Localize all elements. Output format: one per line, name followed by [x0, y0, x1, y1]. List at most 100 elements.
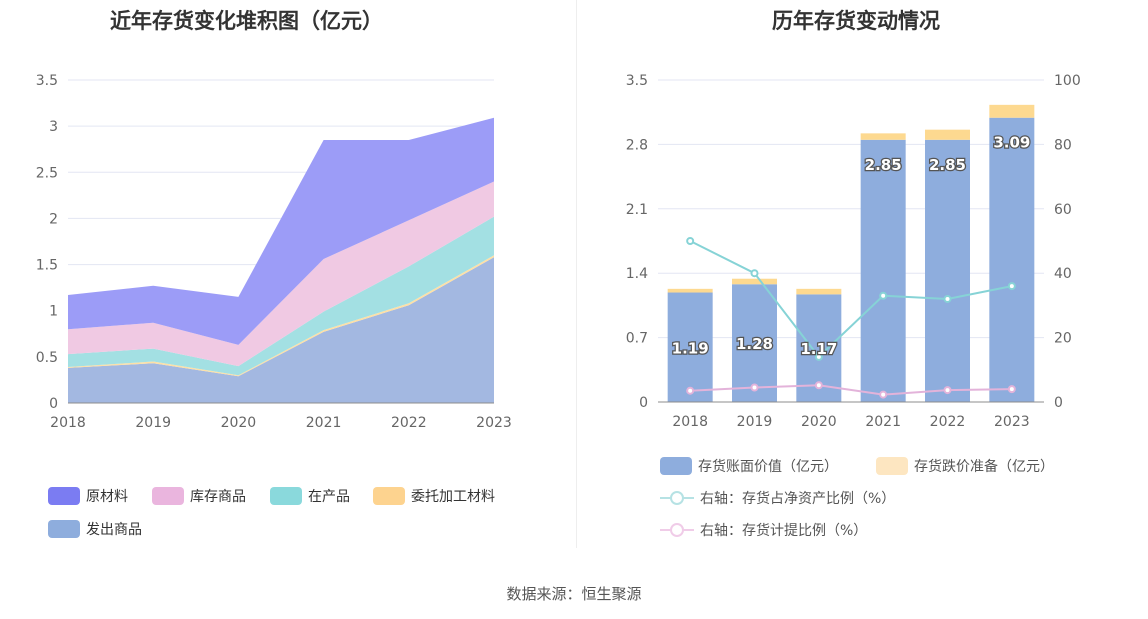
- data-source: 数据来源：恒生聚源: [506, 585, 642, 603]
- bar-impairment: [732, 278, 777, 285]
- y-tick-label: 1.5: [36, 258, 58, 274]
- legend-item-raw-material[interactable]: 原材料: [48, 486, 128, 506]
- legend-label: 库存商品: [190, 489, 246, 505]
- line-point: [750, 269, 759, 278]
- area-series: [68, 216, 494, 376]
- line-point: [814, 352, 823, 361]
- line-point: [750, 383, 759, 392]
- y-right-tick-label: 60: [1054, 202, 1072, 218]
- bar-impairment: [860, 133, 906, 140]
- y-left-tick-label: 2.8: [626, 137, 648, 153]
- legend-swatch-shipped: [48, 520, 80, 538]
- legend-label: 在产品: [308, 489, 350, 505]
- y-left-tick-label: 1.4: [626, 266, 648, 282]
- area-series: [68, 181, 494, 367]
- legend-label: 委托加工材料: [411, 489, 495, 505]
- x-tick-label: 2021: [865, 414, 901, 430]
- legend-swatch-book-value: [660, 457, 692, 475]
- legend-label: 右轴：存货计提比例（%）: [700, 523, 868, 539]
- legend-item-book-value[interactable]: 存货账面价值（亿元）: [660, 456, 838, 476]
- y-left-tick-label: 3.5: [626, 73, 648, 89]
- x-tick-label: 2018: [672, 414, 708, 430]
- legend-swatch-impairment: [876, 457, 908, 475]
- line-point: [879, 390, 888, 399]
- bar-book-value: [925, 139, 970, 403]
- y-right-tick-label: 0: [1054, 395, 1063, 411]
- legend-swatch-consigned: [373, 487, 405, 505]
- left-stacked-area-chart: 0 0.5 1 1.5 2 2.5 3 3.5 2018 2019 2020 2021 2022 2023: [36, 73, 512, 431]
- bar-impairment: [667, 288, 713, 293]
- right-bar-line-chart: 0 0.7 1.4 2.1 2.8 3.5 0 20 40 60 80 100 2018 2019 2020…: [626, 73, 1081, 430]
- line-point: [943, 386, 952, 395]
- x-tick-label: 2020: [221, 415, 257, 431]
- y-right-tick-label: 100: [1054, 73, 1081, 89]
- legend-swatch-wip: [270, 487, 302, 505]
- bar-data-label: 1.17: [800, 340, 837, 358]
- line-point: [879, 291, 888, 300]
- area-series: [68, 257, 494, 403]
- y-right-tick-label: 80: [1054, 137, 1072, 153]
- y-tick-label: 3: [49, 119, 58, 135]
- y-tick-label: 2: [49, 211, 58, 227]
- legend-line-icon-ratio: [660, 491, 694, 505]
- legend-swatch-raw-material: [48, 487, 80, 505]
- x-tick-label: 2019: [737, 414, 773, 430]
- legend-label: 原材料: [86, 489, 128, 505]
- y-tick-label: 0.5: [36, 350, 58, 366]
- area-series: [68, 117, 494, 345]
- line-point: [1007, 385, 1016, 394]
- x-tick-label: 2022: [391, 415, 427, 431]
- bar-impairment: [796, 288, 842, 295]
- y-right-tick-label: 20: [1054, 331, 1072, 347]
- legend-label: 右轴：存货占净资产比例（%）: [700, 491, 896, 507]
- bar-book-value: [860, 139, 906, 403]
- y-tick-label: 2.5: [36, 165, 58, 181]
- bar-data-label: 2.85: [929, 156, 966, 174]
- legend-item-shipped[interactable]: 发出商品: [48, 519, 142, 539]
- legend-label: 存货账面价值（亿元）: [698, 459, 838, 475]
- x-tick-label: 2020: [801, 414, 837, 430]
- x-tick-label: 2018: [50, 415, 86, 431]
- bar-data-label: 2.85: [865, 156, 902, 174]
- x-tick-label: 2023: [476, 415, 512, 431]
- legend-line-icon-provision: [660, 523, 694, 537]
- bar-data-label: 1.19: [672, 339, 709, 357]
- legend-item-wip[interactable]: 在产品: [270, 486, 350, 506]
- legend-item-impairment[interactable]: 存货跌价准备（亿元）: [876, 456, 1054, 476]
- y-tick-label: 0: [49, 396, 58, 412]
- line-point: [686, 237, 695, 245]
- bar-impairment: [925, 129, 970, 140]
- x-tick-label: 2022: [930, 414, 966, 430]
- y-right-tick-label: 40: [1054, 266, 1072, 282]
- bar-book-value: [732, 284, 777, 402]
- bar-book-value: [667, 292, 713, 402]
- line-point: [1007, 282, 1016, 291]
- line-point: [686, 386, 695, 395]
- y-tick-label: 1: [49, 304, 58, 320]
- y-left-tick-label: 0: [639, 395, 648, 411]
- y-left-tick-label: 0.7: [626, 331, 648, 347]
- y-tick-label: 3.5: [36, 73, 58, 89]
- left-chart-title: 近年存货变化堆积图（亿元）: [110, 9, 383, 33]
- legend-label: 发出商品: [86, 522, 142, 538]
- bar-data-label: 1.28: [736, 335, 773, 353]
- right-chart-title: 历年存货变动情况: [772, 9, 940, 33]
- x-tick-label: 2023: [994, 414, 1030, 430]
- panel-divider: [576, 0, 577, 548]
- line-provision-ratio: [690, 384, 1012, 396]
- x-tick-label: 2021: [306, 415, 342, 431]
- bar-book-value: [989, 117, 1035, 402]
- line-ratio-net-assets: [689, 240, 1012, 359]
- legend-item-consigned[interactable]: 委托加工材料: [373, 486, 495, 506]
- legend-swatch-stock-goods: [152, 487, 184, 505]
- line-point: [943, 294, 952, 303]
- legend-item-stock-goods[interactable]: 库存商品: [152, 486, 246, 506]
- y-left-tick-label: 2.1: [626, 202, 648, 218]
- x-tick-label: 2019: [135, 415, 171, 431]
- legend-item-provision-ratio[interactable]: 右轴：存货计提比例（%）: [660, 520, 867, 540]
- legend-label: 存货跌价准备（亿元）: [914, 459, 1054, 475]
- line-point: [814, 381, 823, 390]
- bar-data-label: 3.09: [993, 134, 1030, 152]
- legend-item-ratio-net-assets[interactable]: 右轴：存货占净资产比例（%）: [660, 488, 895, 508]
- bar-impairment: [989, 104, 1035, 118]
